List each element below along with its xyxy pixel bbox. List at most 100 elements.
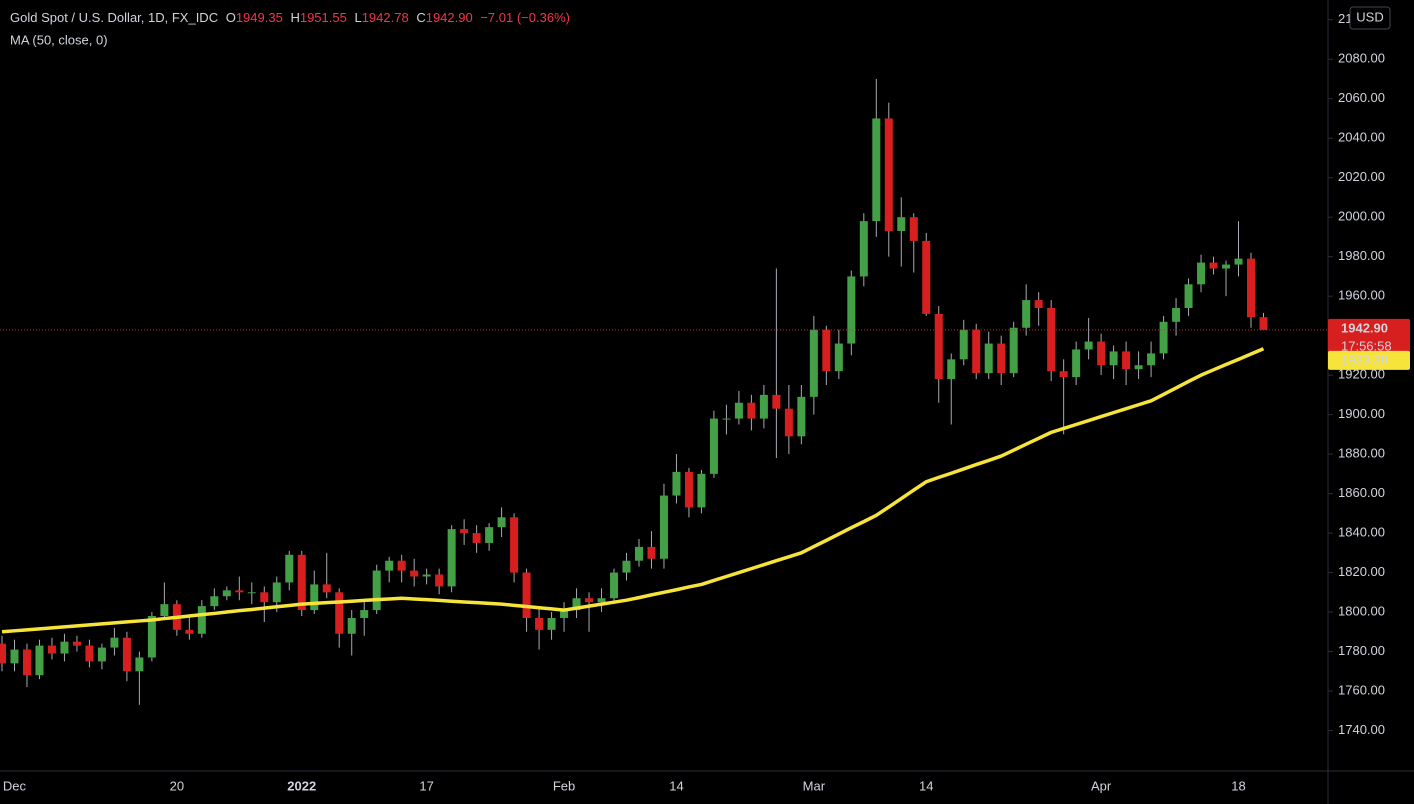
candle-body [759,394,768,419]
candle-body [60,641,69,654]
y-tick-label: 2040.00 [1338,130,1385,145]
candle-body [47,645,56,654]
y-tick-label: 1880.00 [1338,446,1385,461]
candle-body [747,402,756,419]
candle-body [422,574,431,577]
close-key: C [416,10,425,25]
candle-body [372,570,381,611]
close-value: 1942.90 [426,10,473,25]
candle-body [684,471,693,508]
candle-body [822,329,831,372]
candle-body [297,554,306,611]
candle-body [0,643,6,664]
x-tick-label: Dec [3,778,27,793]
candle-body [35,645,44,676]
candle-body [610,572,619,599]
candle-body [10,649,19,664]
currency-box [1349,6,1391,30]
candle-body [22,649,31,676]
candle-body [135,657,144,672]
candle-body [385,560,394,571]
y-tick-label: 2020.00 [1338,169,1385,184]
candle-body [772,394,781,409]
high-value: 1951.55 [300,10,347,25]
candle-body [110,637,119,648]
y-tick-label: 1760.00 [1338,682,1385,697]
candle-body [85,645,94,662]
candle-body [560,610,569,618]
candle-body [197,606,206,634]
open-value: 1949.35 [236,10,283,25]
candle-body [1234,258,1243,265]
candle-body [1084,341,1093,350]
candle-body [1197,262,1206,285]
y-tick-label: 1980.00 [1338,248,1385,263]
low-value: 1942.78 [362,10,409,25]
candle-body [1034,300,1043,308]
candle-body [634,546,643,561]
candle-body [1222,264,1231,269]
symbol: Gold Spot / U.S. Dollar, 1D, FX_IDC [10,10,218,25]
candle-body [122,637,131,672]
ma-legend: MA (50, close, 0) [10,32,108,47]
y-tick-label: 1820.00 [1338,564,1385,579]
x-tick-label: 14 [669,778,683,793]
candle-body [472,533,481,543]
candle-body [460,529,469,534]
candle-body [272,582,281,603]
candle-body [510,517,519,573]
candle-body [1209,262,1218,269]
y-tick-label: 1860.00 [1338,485,1385,500]
candle-body [235,590,244,593]
candle-body [222,590,231,597]
y-tick-label: 1780.00 [1338,643,1385,658]
candle-body [872,118,881,222]
candle-body [160,604,169,616]
candle-body [859,221,868,277]
candle-body [947,359,956,380]
high-key: H [290,10,299,25]
candle-body [335,592,344,634]
x-tick-label: 18 [1231,778,1245,793]
x-tick-label: 20 [170,778,184,793]
candle-body [1184,284,1193,308]
candle-body [522,572,531,618]
candle-body [1122,351,1131,370]
candle-body [622,560,631,573]
last-price-box [1328,318,1410,359]
y-tick-label: 1740.00 [1338,722,1385,737]
candle-body [1159,321,1168,354]
candle-body [1047,308,1056,372]
candle-body [547,617,556,630]
candle-body [1172,308,1181,322]
candle-body [847,276,856,344]
candle-body [435,574,444,587]
candle-body [647,546,656,559]
candle-body [709,418,718,474]
candle-body [672,471,681,496]
last-price-label: 1942.90 [1341,320,1388,335]
candle-body [722,418,731,420]
countdown: 17:56:58 [1341,338,1392,353]
candle-body [347,617,356,634]
y-tick-label: 1900.00 [1338,406,1385,421]
candle-body [1072,349,1081,378]
candle-body [322,584,331,593]
x-tick-label: Feb [553,778,575,793]
y-tick-label: 1920.00 [1338,367,1385,382]
candle-body [485,527,494,543]
candle-body [1059,371,1068,378]
candle-body [260,592,269,603]
candle-body [959,329,968,360]
candle-body [285,554,294,583]
candle-body [397,560,406,571]
candle-body [247,592,256,594]
candle-body [572,598,581,611]
candle-body [972,329,981,374]
candle-body [72,641,81,646]
candle-body [922,240,931,314]
candle-body [147,616,156,658]
y-tick-label: 1840.00 [1338,525,1385,540]
candle-body [97,647,106,662]
